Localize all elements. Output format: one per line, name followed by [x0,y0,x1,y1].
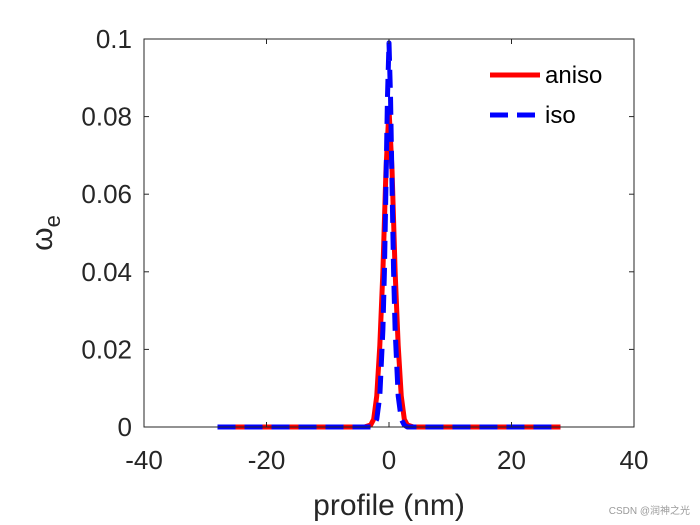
x-tick-labels: -40 -20 0 20 40 [125,445,648,475]
y-axis-label-sub: e [40,215,65,227]
y-axis-label: ωe [26,215,65,251]
y-tick-label: 0.08 [81,102,132,132]
y-tick-labels: 0 0.02 0.04 0.06 0.08 0.1 [81,24,132,442]
y-tick-label: 0.02 [81,334,132,364]
y-tick-label: 0 [118,412,132,442]
legend-label-aniso: aniso [545,62,602,89]
x-axis-label: profile (nm) [313,489,465,522]
x-tick-label: -20 [248,445,286,475]
watermark: CSDN @润神之光 [608,506,690,517]
legend-label-iso: iso [545,102,576,129]
axes-box [143,38,635,428]
legend: aniso iso [490,62,602,129]
y-tick-label: 0.06 [81,179,132,209]
y-tick-label: 0.04 [81,257,132,287]
x-tick-label: 40 [620,445,649,475]
y-tick-label: 0.1 [96,24,132,54]
x-tick-label: 0 [382,445,396,475]
x-tick-label: -40 [125,445,163,475]
x-tick-label: 20 [497,445,526,475]
y-axis-label-main: ω [26,227,59,250]
svg-text:ωe: ωe [26,215,65,251]
